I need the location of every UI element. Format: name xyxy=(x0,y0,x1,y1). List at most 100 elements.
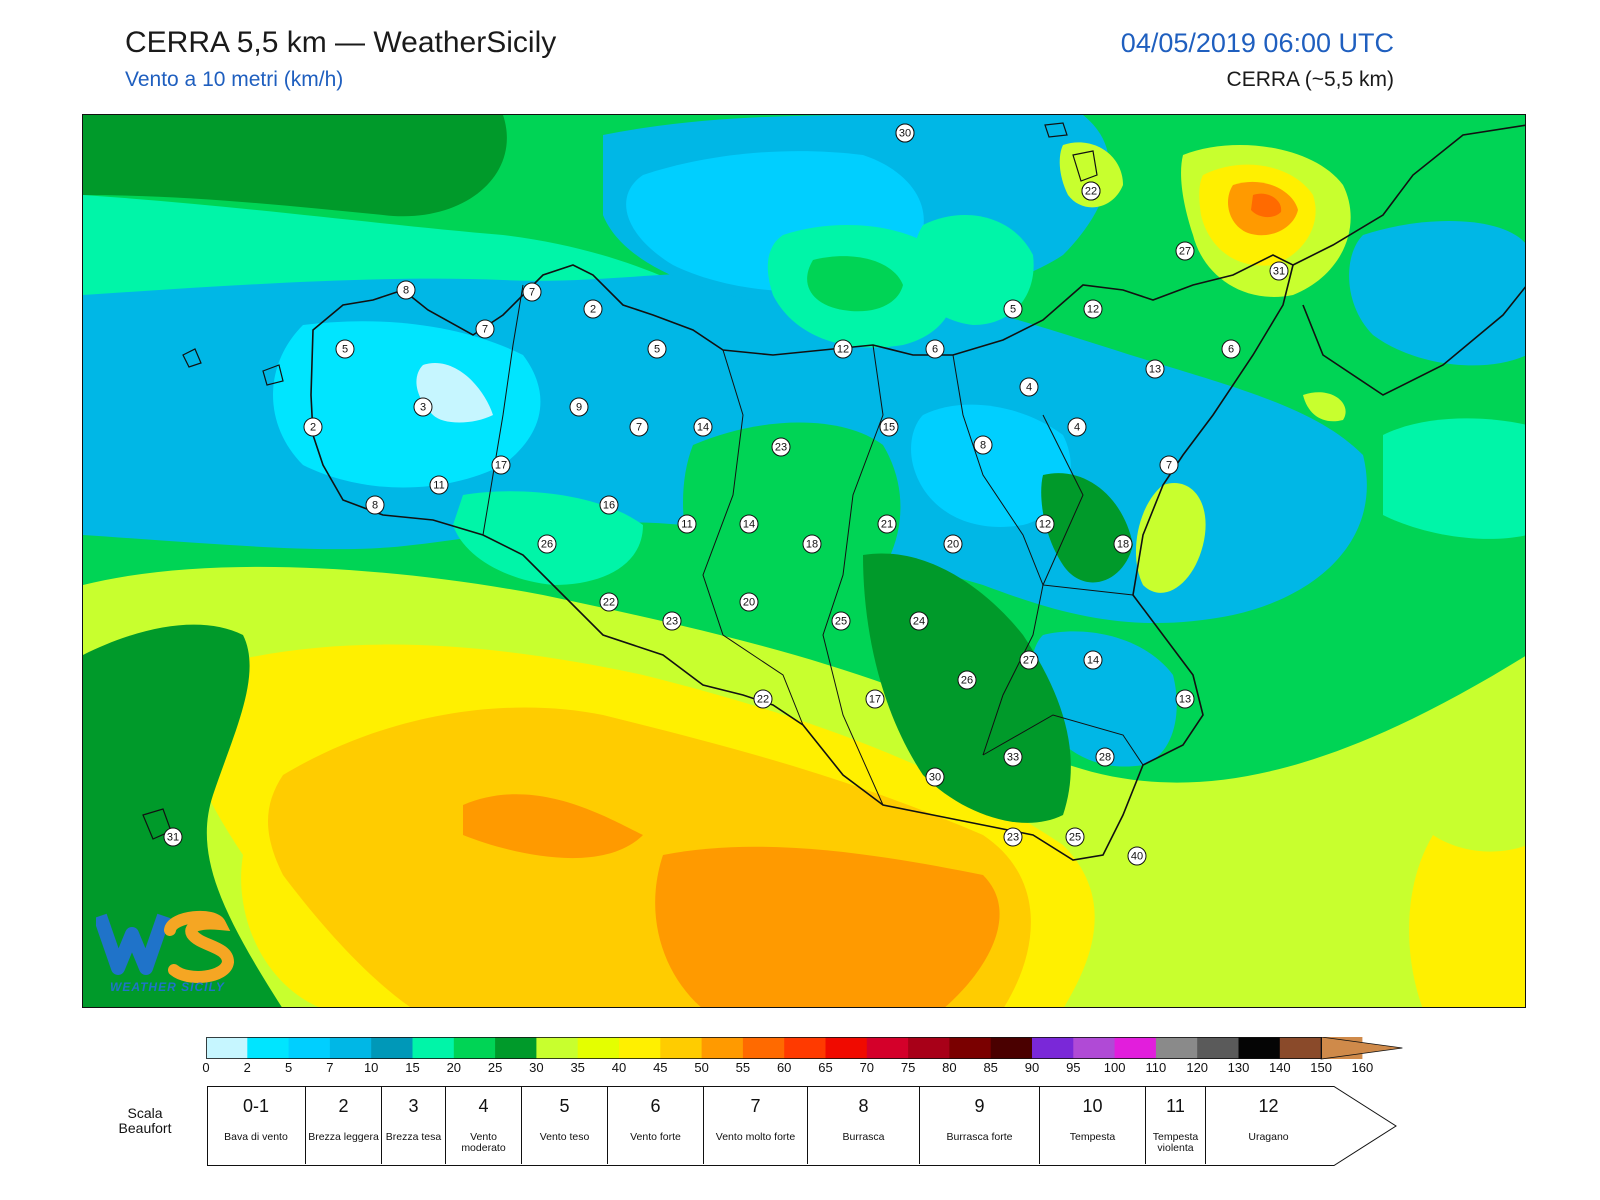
station-value: 33 xyxy=(1007,752,1019,764)
colorbar-tick-label: 130 xyxy=(1227,1060,1250,1075)
station-marker: 24 xyxy=(909,611,929,631)
station-value: 23 xyxy=(1007,832,1019,844)
station-marker: 26 xyxy=(537,534,557,554)
colorbar-segment xyxy=(784,1037,826,1059)
beaufort-number: 12 xyxy=(1258,1096,1279,1116)
beaufort-description: Tempesta violenta xyxy=(1152,1131,1199,1154)
station-value: 14 xyxy=(1087,655,1099,667)
station-marker: 2 xyxy=(583,299,603,319)
colorbar-segment xyxy=(825,1037,868,1059)
station-circle xyxy=(925,339,945,359)
colorbar-tick-label: 95 xyxy=(1066,1060,1081,1075)
station-value: 18 xyxy=(1117,539,1129,551)
station-marker: 27 xyxy=(1019,650,1039,670)
station-circle xyxy=(677,514,697,534)
beaufort-class: 9 Burrasca forte xyxy=(919,1086,1039,1164)
colorbar-tick-label: 140 xyxy=(1268,1060,1291,1075)
colorbar-tick-label: 100 xyxy=(1103,1060,1126,1075)
station-marker: 2 xyxy=(303,417,323,437)
beaufort-description: Vento molto forte xyxy=(715,1131,796,1143)
beaufort-number: 6 xyxy=(650,1096,661,1116)
station-markers: 4352731872512651275841362397141547231781… xyxy=(163,123,1289,866)
valid-datetime: 04/05/2019 06:00 UTC xyxy=(1120,28,1394,58)
station-marker: 7 xyxy=(522,282,542,302)
station-marker: 20 xyxy=(943,534,963,554)
beaufort-class: 11 Tempesta violenta xyxy=(1145,1086,1205,1164)
colorbar-segment xyxy=(288,1037,331,1059)
colorbar-segment xyxy=(247,1037,290,1059)
station-value: 27 xyxy=(1179,246,1191,258)
station-value: 22 xyxy=(603,597,615,609)
beaufort-number: 11 xyxy=(1166,1096,1185,1116)
station-value: 30 xyxy=(899,128,911,140)
colorbar-segment xyxy=(866,1037,909,1059)
station-value: 6 xyxy=(1228,344,1234,356)
colorbar-segment xyxy=(453,1037,496,1059)
station-circle xyxy=(163,827,183,847)
station-marker: 8 xyxy=(365,495,385,515)
station-marker: 18 xyxy=(802,534,822,554)
station-circle xyxy=(879,417,899,437)
beaufort-class: 6 Vento forte xyxy=(607,1086,703,1164)
colorbar-tick-label: 5 xyxy=(284,1060,293,1075)
colorbar-tick-label: 60 xyxy=(776,1060,792,1075)
station-marker: 31 xyxy=(163,827,183,847)
station-value: 12 xyxy=(1039,519,1051,531)
station-marker: 5 xyxy=(1003,299,1023,319)
station-circle xyxy=(1019,650,1039,670)
colorbar-tick-label: 85 xyxy=(983,1060,998,1075)
station-marker: 16 xyxy=(599,495,619,515)
station-value: 25 xyxy=(1069,832,1081,844)
beaufort-number: 5 xyxy=(559,1096,570,1116)
station-circle xyxy=(491,455,511,475)
station-marker: 27 xyxy=(1175,241,1195,261)
station-value: 14 xyxy=(697,422,709,434)
beaufort-description: Brezza leggera xyxy=(308,1131,379,1143)
model-label: CERRA (~5,5 km) xyxy=(1226,68,1394,91)
station-circle xyxy=(1083,650,1103,670)
station-value: 25 xyxy=(835,616,847,628)
station-marker: 12 xyxy=(1035,514,1055,534)
colorbar-tick-label: 7 xyxy=(326,1060,334,1075)
station-marker: 6 xyxy=(1221,339,1241,359)
colorbar-tick-label: 10 xyxy=(363,1060,379,1075)
beaufort-class: 7 Vento molto forte xyxy=(703,1086,807,1164)
station-marker: 11 xyxy=(677,514,697,534)
station-value: 17 xyxy=(495,460,507,472)
station-circle xyxy=(925,767,945,787)
logo-text: WEATHER SICILY xyxy=(110,980,225,994)
station-circle xyxy=(895,123,915,143)
station-circle xyxy=(693,417,713,437)
station-circle xyxy=(831,611,851,631)
wind-field-svg: 4352731872512651275841362397141547231781… xyxy=(83,115,1525,1007)
station-circle xyxy=(537,534,557,554)
station-value: 3 xyxy=(420,402,426,414)
beaufort-description: Bava di vento xyxy=(224,1131,288,1143)
colorbar-arrow xyxy=(1320,1036,1403,1060)
station-circle xyxy=(396,280,416,300)
colorbar-segment xyxy=(949,1037,992,1059)
colorbar-tick-label: 25 xyxy=(487,1060,503,1075)
station-value: 18 xyxy=(806,539,818,551)
colorbar-tick-label: 120 xyxy=(1186,1060,1209,1075)
station-marker: 22 xyxy=(599,592,619,612)
station-marker: 7 xyxy=(1159,455,1179,475)
station-value: 17 xyxy=(869,694,881,706)
station-value: 28 xyxy=(1099,752,1111,764)
station-circle xyxy=(1113,534,1133,554)
station-value: 4 xyxy=(1074,422,1080,434)
colorbar-tick-label: 80 xyxy=(942,1060,957,1075)
station-marker: 14 xyxy=(1083,650,1103,670)
station-marker: 12 xyxy=(833,339,853,359)
beaufort-class: 2 Brezza leggera xyxy=(305,1086,381,1164)
colorbar-segment xyxy=(908,1037,950,1059)
beaufort-number: 4 xyxy=(478,1096,489,1116)
colorbar-tick-label: 65 xyxy=(818,1060,833,1075)
colorbar-segment xyxy=(1073,1037,1116,1059)
station-value: 11 xyxy=(681,519,692,531)
wind-map: 4352731872512651275841362397141547231781… xyxy=(82,114,1526,1008)
station-circle xyxy=(599,592,619,612)
station-value: 31 xyxy=(1273,266,1285,278)
colorbar-tick-label: 45 xyxy=(653,1060,668,1075)
station-marker: 20 xyxy=(739,592,759,612)
